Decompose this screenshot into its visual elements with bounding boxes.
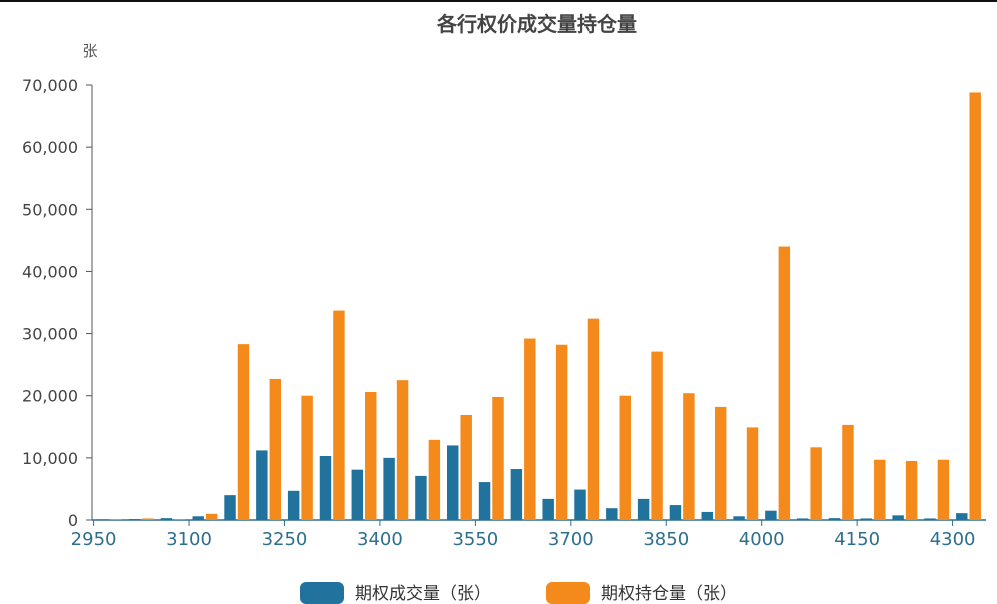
- open-interest-bar[interactable]: [142, 518, 154, 520]
- volume-bar[interactable]: [351, 469, 364, 520]
- open-interest-bar[interactable]: [778, 246, 791, 521]
- open-interest-bar[interactable]: [619, 395, 631, 520]
- open-interest-bar[interactable]: [460, 414, 472, 520]
- y-tick-label: 10,000: [22, 449, 78, 468]
- open-interest-bar[interactable]: [365, 391, 377, 520]
- legend[interactable]: 期权成交量（张） 期权持仓量（张）: [300, 582, 737, 604]
- open-interest-bar[interactable]: [110, 519, 122, 520]
- volume-bar[interactable]: [97, 519, 109, 520]
- open-interest-bar[interactable]: [874, 459, 886, 520]
- x-tick-label: 3100: [166, 529, 212, 550]
- open-interest-bar[interactable]: [842, 424, 854, 520]
- x-tick-label: 3850: [643, 529, 689, 550]
- x-axis: 2950 3100 3250 3400 3550 3700 3850 4000 4150 4300: [71, 519, 986, 550]
- legend-swatch-open-interest[interactable]: [546, 582, 590, 604]
- x-tick-label: 3700: [548, 529, 594, 550]
- open-interest-bar[interactable]: [969, 92, 981, 520]
- y-tick-label: 40,000: [22, 262, 78, 281]
- top-border-line: [0, 0, 997, 2]
- volume-bar[interactable]: [415, 475, 427, 520]
- y-axis-unit-label: 张: [82, 42, 97, 60]
- y-tick-label: 60,000: [22, 138, 78, 157]
- volume-bar[interactable]: [478, 482, 491, 520]
- open-interest-bar[interactable]: [810, 447, 822, 520]
- open-interest-bar[interactable]: [746, 427, 759, 520]
- volume-bar[interactable]: [637, 498, 650, 520]
- open-interest-bar[interactable]: [492, 396, 504, 520]
- open-interest-bar[interactable]: [269, 378, 282, 520]
- volume-bar[interactable]: [606, 508, 618, 520]
- volume-bar[interactable]: [160, 518, 173, 520]
- open-interest-bar[interactable]: [651, 351, 663, 520]
- y-tick-label: 70,000: [22, 76, 78, 95]
- open-interest-bar[interactable]: [428, 439, 441, 520]
- open-interest-bar[interactable]: [714, 406, 727, 520]
- volume-bar[interactable]: [128, 519, 141, 520]
- legend-label-volume[interactable]: 期权成交量（张）: [355, 584, 491, 604]
- open-interest-bar[interactable]: [333, 310, 345, 520]
- volume-bar[interactable]: [956, 513, 968, 520]
- volume-bar[interactable]: [796, 518, 809, 520]
- open-interest-bar[interactable]: [301, 395, 313, 520]
- legend-swatch-volume[interactable]: [300, 582, 344, 604]
- legend-label-open-interest[interactable]: 期权持仓量（张）: [601, 584, 737, 604]
- volume-bar[interactable]: [319, 455, 332, 520]
- volume-bar[interactable]: [892, 515, 904, 520]
- open-interest-bar[interactable]: [237, 344, 250, 520]
- x-tick-label: 4300: [930, 529, 976, 550]
- volume-bar[interactable]: [733, 516, 745, 520]
- x-tick-label: 2950: [71, 529, 117, 550]
- open-interest-bar[interactable]: [396, 380, 409, 520]
- bars-group: [97, 92, 981, 521]
- y-tick-label: 50,000: [22, 200, 78, 219]
- open-interest-bar[interactable]: [205, 513, 218, 520]
- volume-bar[interactable]: [447, 445, 459, 520]
- volume-bar[interactable]: [924, 518, 936, 520]
- y-tick-label: 0: [68, 511, 78, 530]
- volume-bar[interactable]: [192, 516, 204, 520]
- open-interest-bar[interactable]: [555, 344, 568, 520]
- volume-bar[interactable]: [669, 505, 682, 520]
- volume-bar[interactable]: [701, 511, 713, 520]
- chart-title: 各行权价成交量持仓量: [436, 12, 637, 36]
- x-tick-label: 3250: [262, 529, 308, 550]
- volume-bar[interactable]: [765, 510, 777, 520]
- open-interest-bar[interactable]: [174, 519, 186, 520]
- open-interest-bar[interactable]: [905, 460, 918, 520]
- y-tick-label: 20,000: [22, 387, 78, 406]
- x-tick-label: 3400: [357, 529, 403, 550]
- volume-bar[interactable]: [256, 450, 268, 520]
- volume-bar[interactable]: [287, 490, 300, 520]
- volume-bar[interactable]: [860, 518, 873, 520]
- volume-bar[interactable]: [828, 518, 841, 520]
- volume-bar[interactable]: [542, 498, 554, 520]
- x-tick-label: 4000: [739, 529, 785, 550]
- open-interest-bar[interactable]: [587, 318, 600, 520]
- open-interest-bar[interactable]: [683, 393, 695, 520]
- y-tick-label: 30,000: [22, 325, 78, 344]
- x-tick-label: 3550: [452, 529, 498, 550]
- volume-bar[interactable]: [510, 469, 523, 520]
- volume-bar[interactable]: [383, 457, 395, 520]
- y-axis: 0 10,000 20,000 30,000 40,000 50,000 60,000 70,…: [22, 76, 93, 530]
- volume-bar[interactable]: [574, 489, 586, 520]
- x-tick-label: 4150: [834, 529, 880, 550]
- open-interest-bar[interactable]: [937, 459, 950, 520]
- open-interest-bar[interactable]: [524, 338, 536, 520]
- volume-bar[interactable]: [224, 495, 236, 520]
